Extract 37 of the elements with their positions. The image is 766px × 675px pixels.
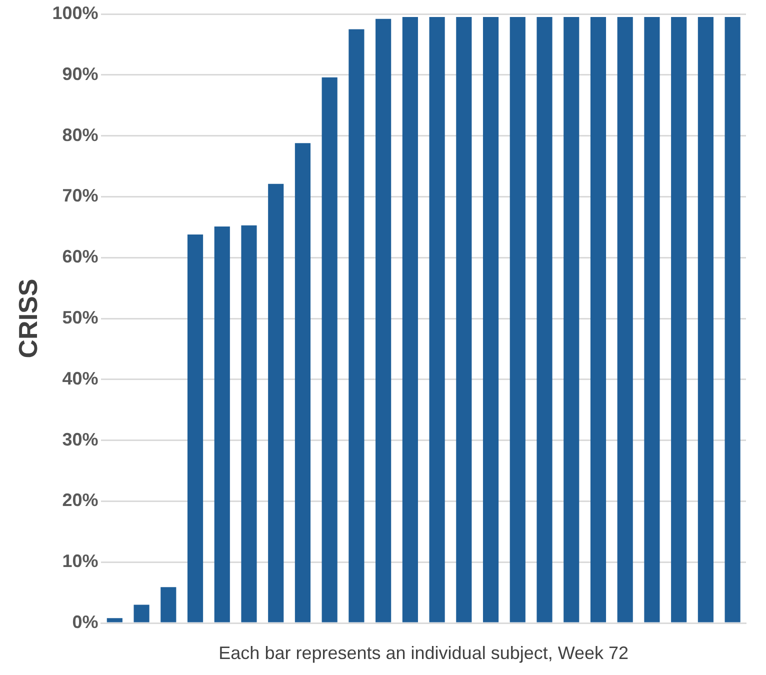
y-tick-label: 0% [72, 612, 98, 632]
y-tick-label: 20% [62, 490, 98, 510]
bar [536, 17, 552, 622]
y-tick-label: 80% [62, 124, 98, 145]
bar [322, 77, 338, 622]
y-tick-label: 30% [62, 429, 98, 450]
bar [590, 17, 606, 622]
y-tick-label: 50% [62, 307, 98, 328]
y-tick-label: 60% [62, 246, 98, 267]
bar [564, 17, 580, 622]
bar [241, 225, 257, 622]
bar [724, 17, 740, 622]
y-tick-label: 70% [62, 186, 98, 206]
bar [644, 17, 660, 622]
bar [482, 17, 499, 622]
bar [429, 17, 445, 622]
x-axis-title: Each bar represents an individual subject, Week 72 [218, 643, 629, 664]
bar [268, 184, 284, 622]
bar [106, 618, 122, 622]
y-tick-label: 40% [62, 368, 98, 388]
bar [698, 17, 714, 622]
y-axis-title: CRISS [12, 278, 43, 358]
y-tick-label: 10% [62, 551, 98, 572]
y-tick-label: 100% [52, 2, 98, 23]
bar [134, 604, 150, 622]
bar [402, 17, 418, 622]
bar [294, 143, 311, 622]
bar [456, 17, 472, 622]
bar [510, 17, 526, 622]
bar [160, 587, 176, 622]
bar [617, 17, 633, 622]
bar [214, 226, 230, 622]
bar [376, 18, 392, 622]
bar [187, 234, 204, 622]
bar [671, 17, 687, 622]
y-tick-label: 90% [62, 64, 98, 84]
bar [348, 29, 364, 622]
